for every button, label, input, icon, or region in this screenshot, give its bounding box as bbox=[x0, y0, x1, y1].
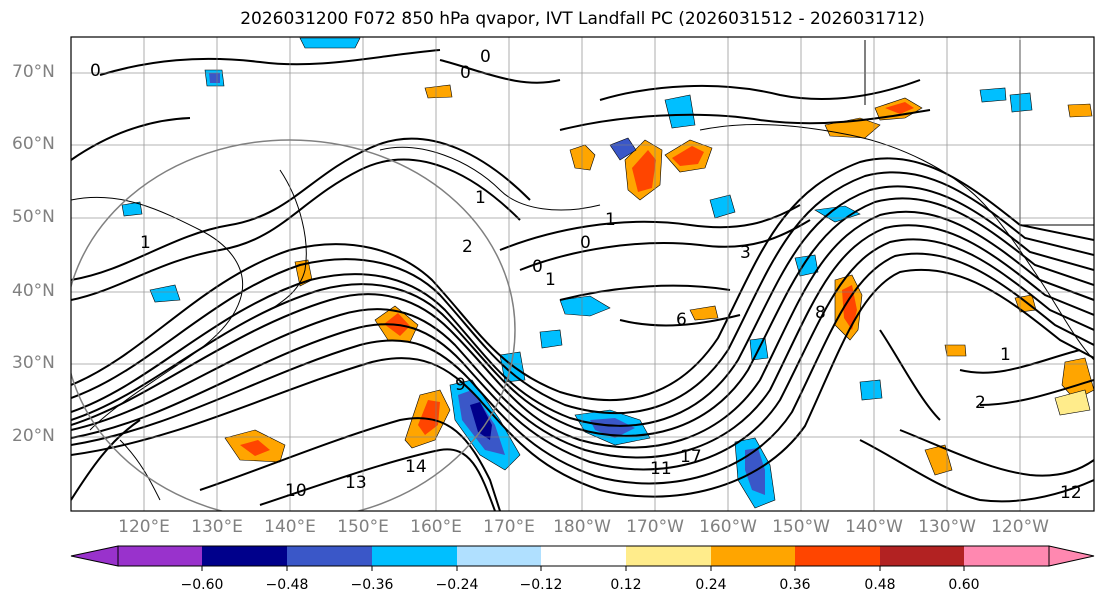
colorbar-bin bbox=[711, 546, 795, 566]
landfall-region-circle bbox=[71, 139, 516, 511]
lat-label: 60°N bbox=[12, 134, 55, 154]
colorbar-tick-label: 0.60 bbox=[948, 577, 980, 593]
map-title: 2026031200 F072 850 hPa qvapor, IVT Land… bbox=[240, 9, 925, 29]
colorbar-bin bbox=[880, 546, 964, 566]
colorbar-tick-label: 0.48 bbox=[864, 577, 896, 593]
colorbar-bin bbox=[964, 546, 1049, 566]
contour-label: 1 bbox=[545, 270, 556, 290]
contour-label: 8 bbox=[815, 303, 826, 323]
contour-label: 0 bbox=[532, 257, 543, 277]
contour-label: 14 bbox=[405, 457, 427, 477]
colorbar-bin bbox=[626, 546, 711, 566]
contour-label-group: 0 0 0 0 1 1 1 1 2 3 6 8 9 10 11 13 14 17… bbox=[90, 47, 1082, 503]
lon-label: 140°W bbox=[845, 517, 903, 537]
colorbar-bin bbox=[795, 546, 880, 566]
colorbar-tick-label: −0.48 bbox=[265, 577, 309, 593]
lon-label: 150°E bbox=[337, 517, 389, 537]
lat-label: 70°N bbox=[12, 62, 55, 82]
colorbar-bin bbox=[541, 546, 626, 566]
contour-label: 1 bbox=[605, 210, 616, 230]
map-frame bbox=[70, 36, 1095, 512]
lat-label: 30°N bbox=[12, 353, 55, 373]
lon-label: 160°W bbox=[699, 517, 757, 537]
colorbar-tick-label: −0.12 bbox=[519, 577, 563, 593]
lat-label: 50°N bbox=[12, 207, 55, 227]
colorbar-tick-label: 0.24 bbox=[695, 577, 727, 593]
colorbar-bin bbox=[287, 546, 372, 566]
contour-label: 1 bbox=[140, 233, 151, 253]
contour-label: 12 bbox=[1060, 483, 1082, 503]
ivt-contours bbox=[71, 49, 1094, 511]
colorbar-tick-label: −0.60 bbox=[180, 577, 224, 593]
colorbar bbox=[70, 545, 1095, 571]
contour-label: 2 bbox=[975, 393, 986, 413]
lon-label: 120°W bbox=[991, 517, 1049, 537]
lon-label: 160°E bbox=[410, 517, 462, 537]
contour-label: 0 bbox=[480, 47, 491, 67]
colorbar-tick-label: 0.36 bbox=[779, 577, 811, 593]
map-plot-area: 0 0 0 0 1 1 1 1 2 3 6 8 9 10 11 13 14 17… bbox=[71, 37, 1094, 511]
contour-label: 2 bbox=[462, 237, 473, 257]
contour-label: 11 bbox=[650, 459, 672, 479]
lat-label: 20°N bbox=[12, 426, 55, 446]
colorbar-extend-low bbox=[70, 545, 119, 567]
colorbar-tick-label: −0.36 bbox=[350, 577, 394, 593]
colorbar-bin bbox=[372, 546, 457, 566]
lon-label: 130°W bbox=[918, 517, 976, 537]
contour-label: 17 bbox=[680, 447, 702, 467]
lat-label: 40°N bbox=[12, 281, 55, 301]
contour-label: 0 bbox=[460, 63, 471, 83]
lon-label: 170°W bbox=[626, 517, 684, 537]
lon-label: 180°W bbox=[553, 517, 611, 537]
colorbar-bin bbox=[118, 546, 202, 566]
contour-label: 3 bbox=[740, 243, 751, 263]
contour-label: 0 bbox=[580, 233, 591, 253]
contour-label: 6 bbox=[676, 310, 687, 330]
contour-label: 1 bbox=[475, 188, 486, 208]
colorbar-frame bbox=[117, 545, 1050, 567]
graticule bbox=[71, 37, 1094, 511]
contour-label: 13 bbox=[345, 473, 367, 493]
colorbar-extend-high bbox=[1048, 545, 1095, 567]
colorbar-tick-label: 0.12 bbox=[610, 577, 642, 593]
colorbar-tick-label: −0.24 bbox=[435, 577, 479, 593]
colorbar-bin bbox=[457, 546, 541, 566]
contour-label: 0 bbox=[90, 61, 101, 81]
lon-label: 150°W bbox=[772, 517, 830, 537]
contour-label: 9 bbox=[455, 375, 466, 395]
colorbar-bin bbox=[202, 546, 287, 566]
contour-label: 10 bbox=[285, 481, 307, 501]
lon-label: 170°E bbox=[483, 517, 535, 537]
lon-label: 140°E bbox=[264, 517, 316, 537]
lon-label: 130°E bbox=[191, 517, 243, 537]
contour-label: 1 bbox=[1000, 345, 1011, 365]
lon-label: 120°E bbox=[118, 517, 170, 537]
